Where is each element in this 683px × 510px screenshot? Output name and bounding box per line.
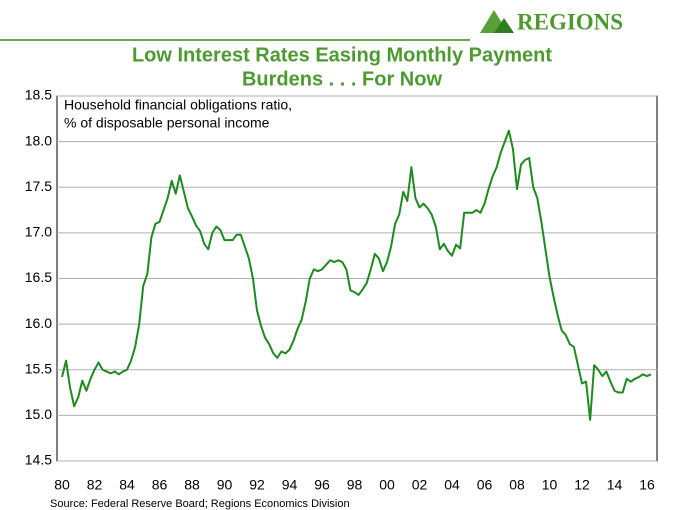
y-tick-label: 17.5 — [25, 178, 52, 194]
x-tick-label: 92 — [249, 477, 265, 493]
y-tick-label: 15.5 — [25, 360, 52, 376]
x-tick-label: 98 — [347, 477, 363, 493]
x-tick-label: 94 — [282, 477, 298, 493]
x-tick-label: 02 — [412, 477, 428, 493]
y-tick-label: 18.0 — [25, 132, 52, 148]
y-tick-label: 16.0 — [25, 315, 52, 331]
x-tick-label: 10 — [542, 477, 558, 493]
x-tick-label: 00 — [379, 477, 395, 493]
x-tick-label: 82 — [87, 477, 103, 493]
x-tick-label: 88 — [184, 477, 200, 493]
y-tick-label: 14.5 — [25, 452, 52, 468]
x-tick-label: 06 — [477, 477, 493, 493]
annotation: Household financial obligations ratio, — [64, 97, 292, 113]
x-tick-label: 14 — [607, 477, 623, 493]
logo-mark — [494, 18, 514, 33]
annotation: % of disposable personal income — [64, 115, 270, 131]
marks — [61, 129, 652, 421]
x-tick-label: 16 — [639, 477, 655, 493]
source: Source: Federal Reserve Board; Regions E… — [50, 498, 350, 510]
x-tick-label: 84 — [119, 477, 135, 493]
chart-title: Low Interest Rates Easing Monthly Paymen… — [132, 44, 552, 66]
x-tick-label: 90 — [217, 477, 233, 493]
data-line — [61, 129, 652, 421]
x-tick-label: 04 — [444, 477, 460, 493]
x-tick-label: 96 — [314, 477, 330, 493]
x-tick-label: 08 — [509, 477, 525, 493]
chart-title: Burdens . . . For Now — [242, 68, 442, 90]
y-tick-label: 18.5 — [25, 87, 52, 103]
y-tick-label: 17.0 — [25, 224, 52, 240]
grid — [57, 95, 657, 462]
x-tick-label: 80 — [54, 477, 70, 493]
x-tick-label: 86 — [152, 477, 168, 493]
y-tick-label: 15.0 — [25, 406, 52, 422]
logo-text: REGIONS — [517, 9, 623, 34]
x-tick-label: 12 — [574, 477, 590, 493]
y-tick-label: 16.5 — [25, 269, 52, 285]
